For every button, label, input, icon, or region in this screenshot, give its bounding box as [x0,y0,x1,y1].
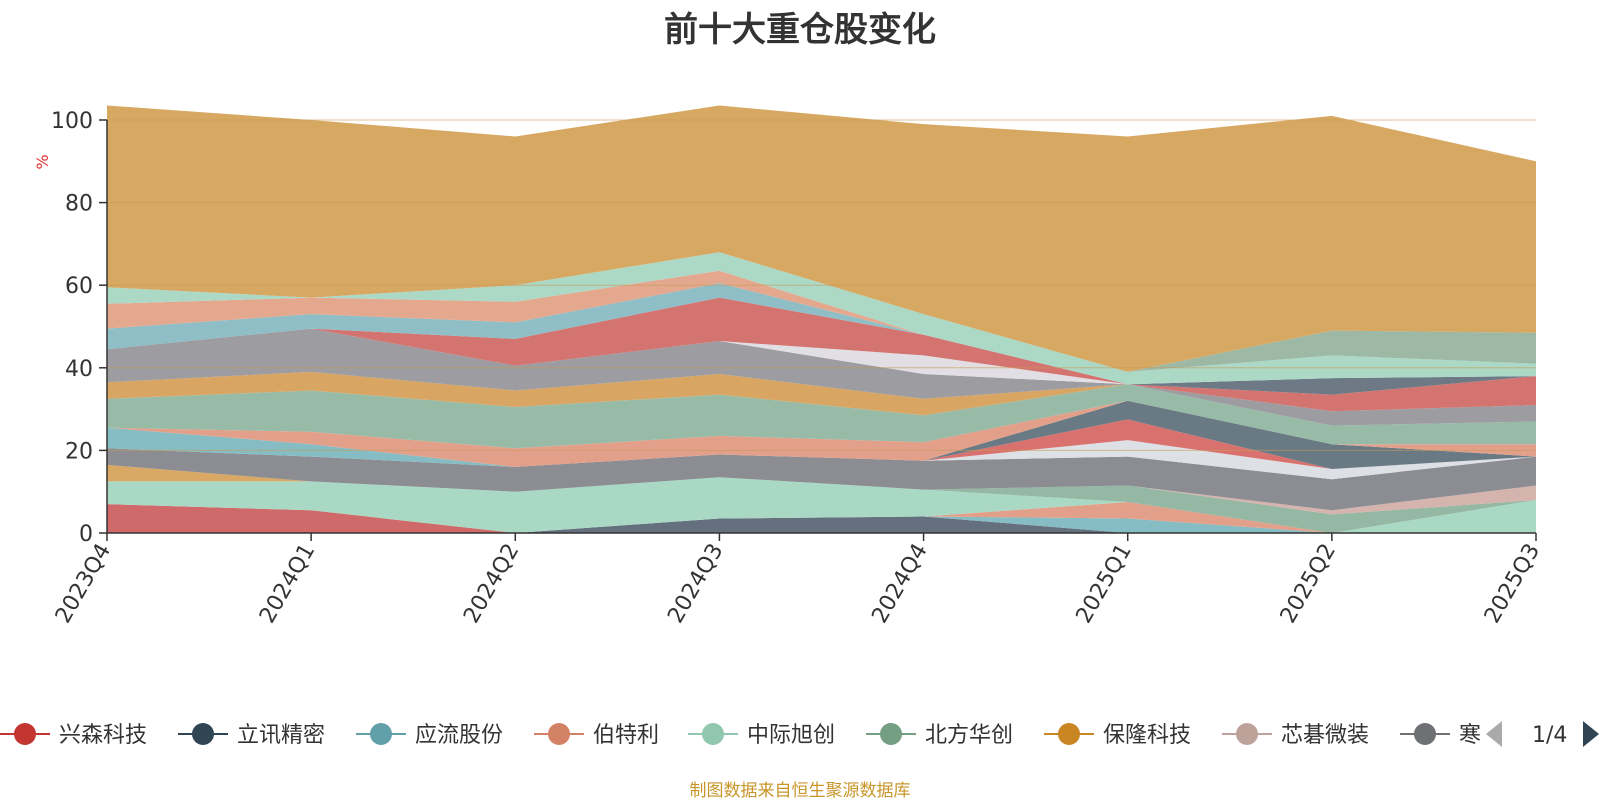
chart-title: 前十大重仓股变化 [664,10,936,50]
legend-next-page-icon[interactable] [1583,721,1599,747]
legend-page-indicator: 1/4 [1532,723,1567,748]
axes [106,120,1536,534]
gridlines [107,119,1536,451]
legend-prev-page-icon[interactable] [1486,721,1502,747]
legend-pager: 1/4 [1486,721,1599,748]
x-tick-label: 2025Q2 [1276,540,1341,628]
area-series-8 [107,448,1536,511]
legend-marker-icon [548,723,570,745]
legend-marker-icon [880,723,902,745]
legend-item[interactable]: 中际旭创 [688,723,835,748]
legend-label: 伯特利 [593,723,659,748]
legend-label: 保隆科技 [1103,723,1191,748]
legend-marker-icon [14,723,36,745]
legend-label: 立讯精密 [237,723,325,748]
legend-item[interactable]: 伯特利 [534,723,659,748]
area-series-5 [107,477,1536,533]
legend-item[interactable]: 兴森科技 [0,723,147,748]
area-series-14 [107,384,1536,449]
x-tick-label: 2024Q4 [867,540,932,628]
legend-marker-icon [192,723,214,745]
legend-label: 芯碁微装 [1281,723,1369,748]
area-series-22 [107,252,1536,385]
y-tick-label: 20 [65,439,93,464]
area-series-4 [107,477,1536,533]
x-tick-label: 2024Q3 [663,540,728,628]
area-series-15 [107,371,1536,426]
legend-item[interactable]: 保隆科技 [1044,723,1191,748]
area-series-18 [107,297,1536,412]
area-series-1 [107,504,1536,533]
legend-label: 寒武纪 [1459,723,1525,748]
area-series-19 [107,297,1536,395]
x-axis-ticks: 2023Q4 2024Q1 2024Q2 2024Q3 2024Q4 2025Q1 2025… [51,533,1545,628]
legend: 兴森科技 立讯精密 应流股份 伯特利 中际旭创 北方华创 保隆科技 芯碁微装 寒武纪 1/4 [0,721,1599,748]
x-tick-label: 2025Q1 [1072,540,1137,628]
y-tick-label: 40 [65,357,93,382]
y-tick-label: 80 [65,192,93,217]
y-tick-label: 100 [51,109,93,134]
area-series-11 [107,400,1536,469]
legend-marker-icon [1058,723,1080,745]
y-tick-label: 60 [65,274,93,299]
area-series-2 [107,504,1536,533]
x-tick-label: 2025Q3 [1480,540,1545,628]
legend-marker-icon [702,723,724,745]
y-axis-ticks: 0 20 40 60 80 100 [51,109,107,547]
legend-marker-icon [1414,723,1436,745]
legend-label: 兴森科技 [59,723,147,748]
legend-marker-icon [370,723,392,745]
area-series-7 [107,464,1536,515]
legend-label: 应流股份 [415,723,503,748]
legend-label: 北方华创 [925,723,1013,748]
legend-item[interactable]: 寒武纪 [1400,723,1525,748]
legend-label: 中际旭创 [747,723,835,748]
legend-item[interactable]: 应流股份 [356,723,503,748]
source-note: 制图数据来自恒生聚源数据库 [689,781,911,801]
area-series-0 [107,504,1536,533]
y-tick-label: 0 [79,522,93,547]
x-tick-label: 2024Q2 [459,540,524,628]
legend-item[interactable]: 北方华创 [866,723,1013,748]
area-series-16 [107,328,1536,426]
stacked-areas [107,105,1536,533]
x-tick-label: 2023Q4 [51,540,116,628]
x-tick-label: 2024Q1 [255,540,320,628]
y-axis-label: % [33,154,52,169]
legend-item[interactable]: 芯碁微装 [1222,723,1369,748]
legend-item[interactable]: 立讯精密 [178,723,325,748]
legend-marker-icon [1236,723,1258,745]
area-series-24 [107,105,1536,372]
